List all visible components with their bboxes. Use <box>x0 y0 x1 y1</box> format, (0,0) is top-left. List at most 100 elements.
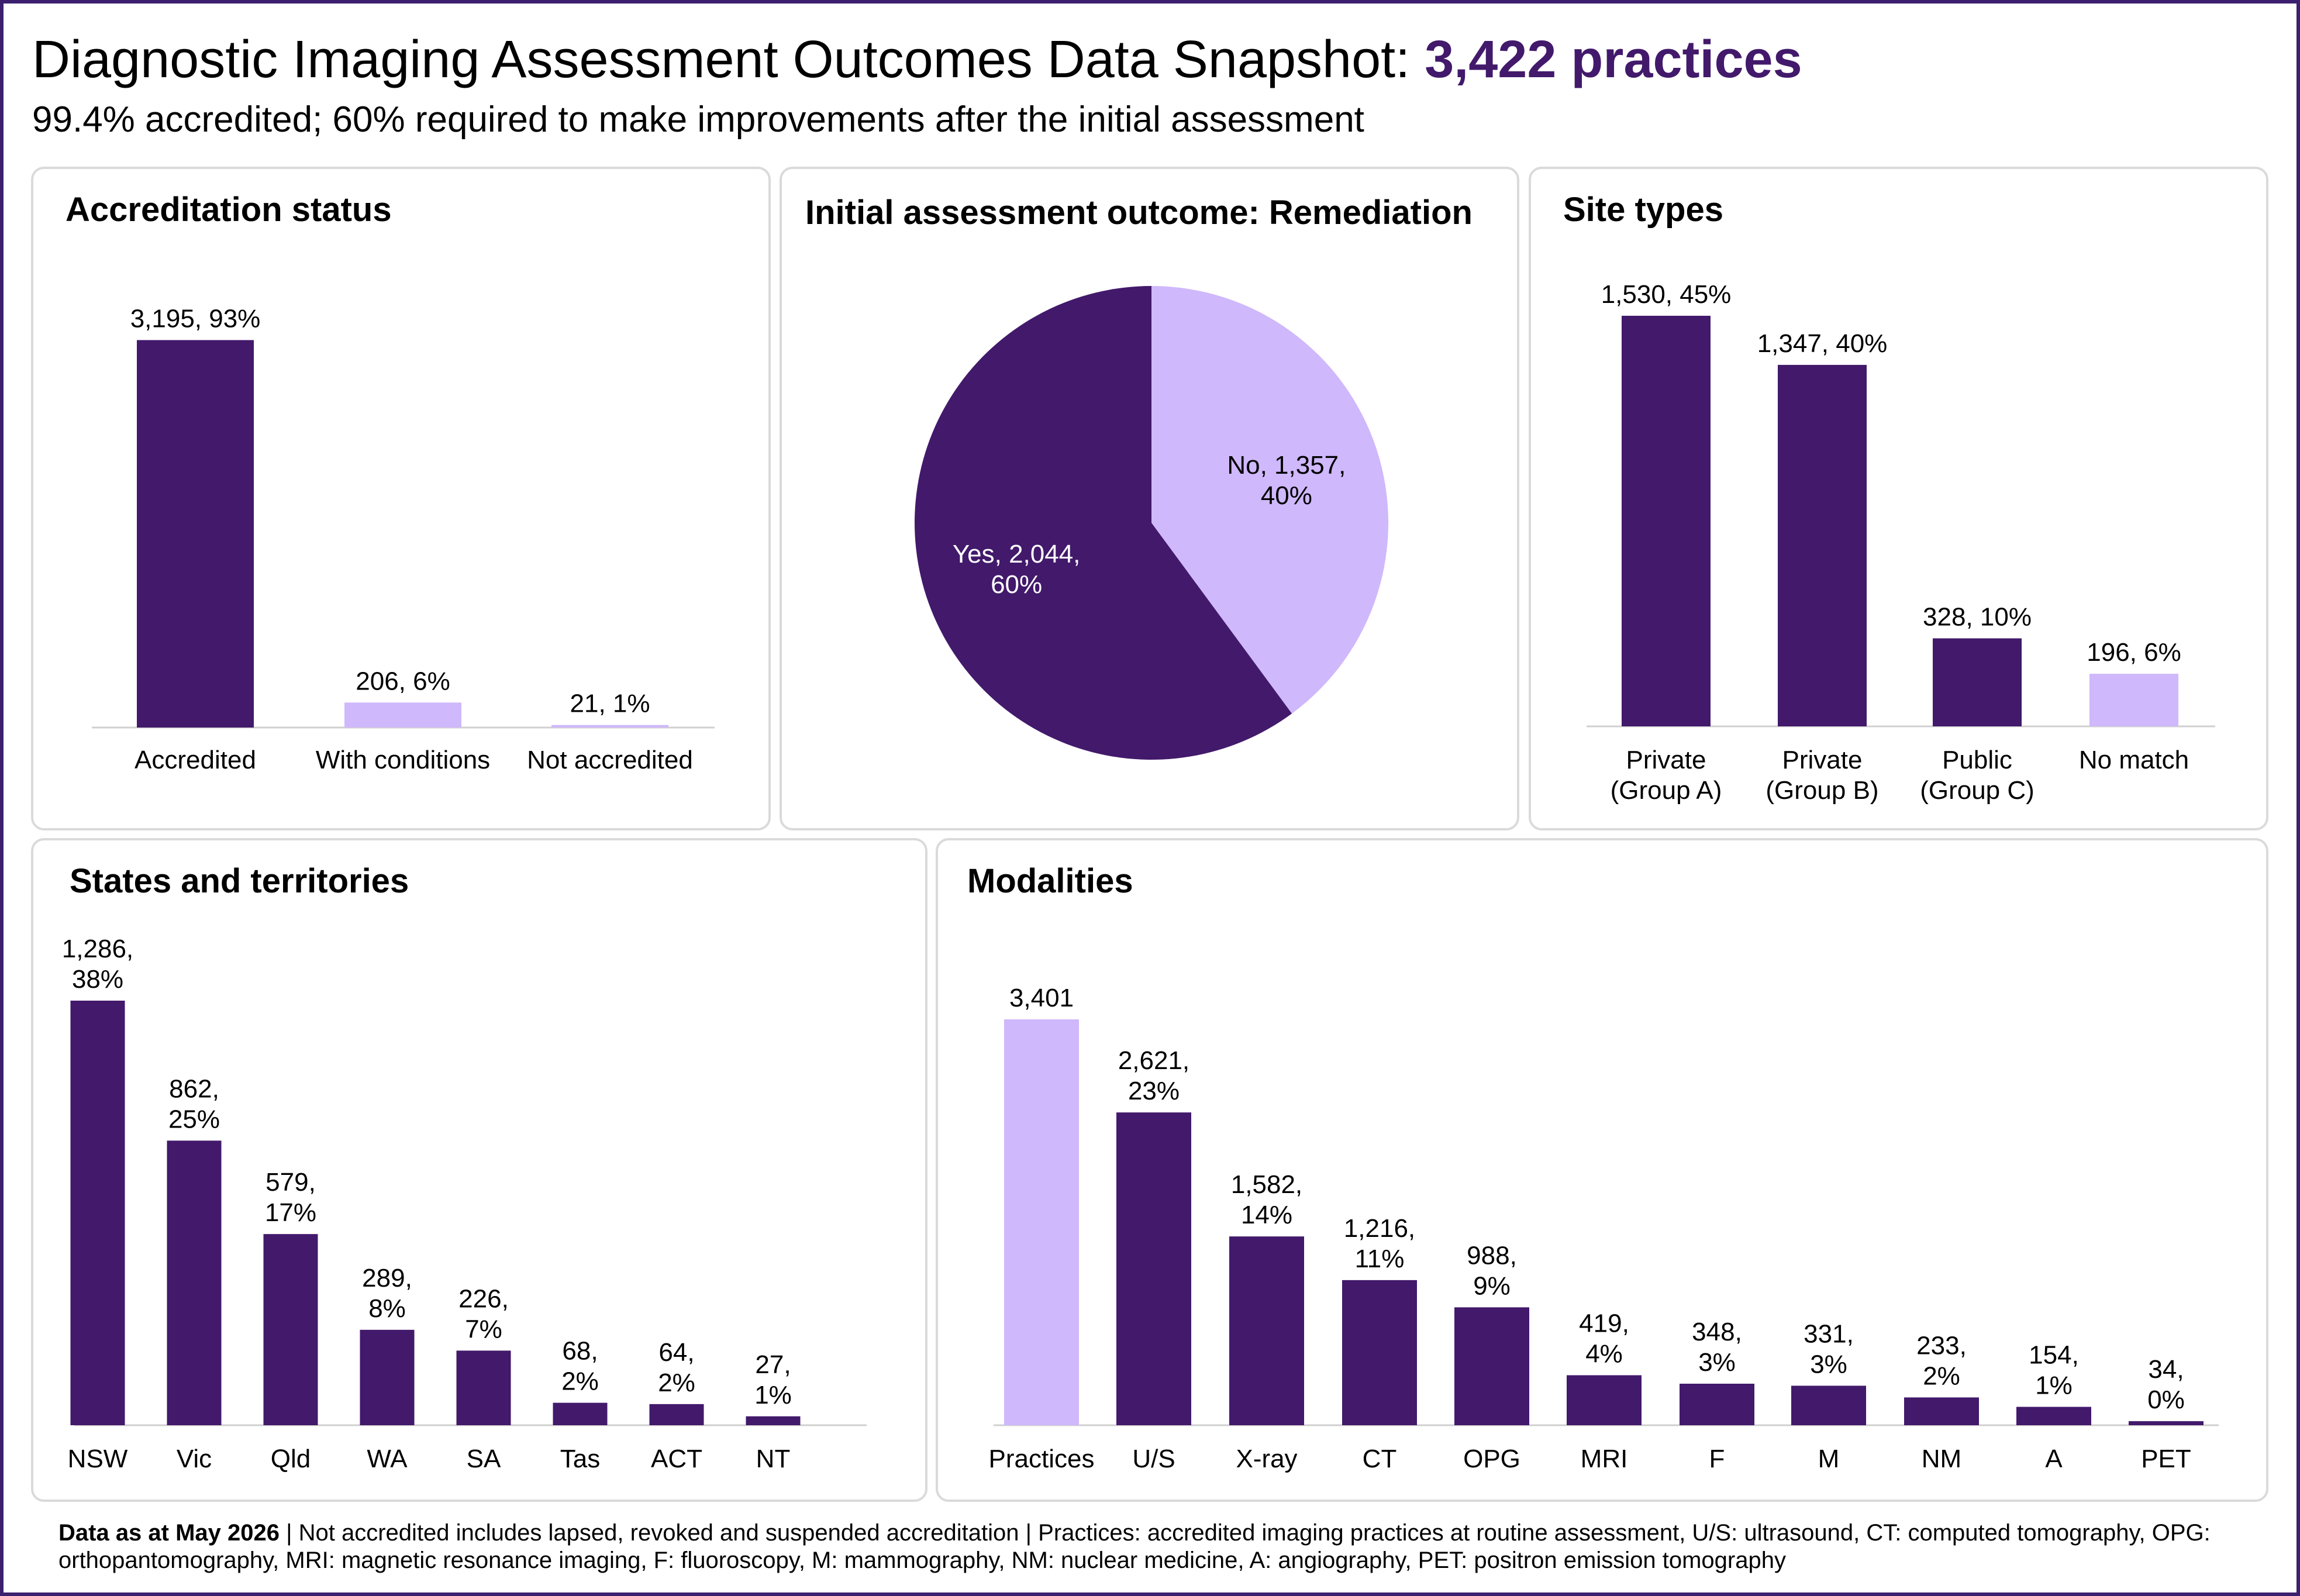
category-label: OPG <box>1463 1445 1520 1473</box>
data-label: 328, 10% <box>1923 602 2032 631</box>
bar <box>1778 364 1867 726</box>
bar <box>1933 638 2022 726</box>
data-label: 1,216, <box>1344 1214 1415 1243</box>
category-label: NM <box>1922 1445 1961 1473</box>
category-label: Public <box>1942 746 2012 774</box>
category-label: F <box>1709 1445 1725 1473</box>
category-label: ACT <box>651 1445 702 1473</box>
page-title: Diagnostic Imaging Assessment Outcomes D… <box>32 25 1802 95</box>
site-types-panel: Site types 1,530, 45% Private (Group A) 1,3… <box>1529 167 2268 830</box>
category-label: WA <box>367 1445 408 1473</box>
bar <box>360 1329 415 1425</box>
data-label: 23% <box>1128 1077 1180 1105</box>
data-label: 862, <box>169 1074 219 1103</box>
data-label: 2% <box>658 1369 695 1397</box>
panel-title-states: States and territories <box>70 862 409 900</box>
data-label: 988, <box>1467 1241 1517 1270</box>
bar <box>746 1416 801 1425</box>
data-label: 2,621, <box>1118 1046 1189 1075</box>
footer-date: Data as at May 2026 <box>58 1520 280 1546</box>
data-label: 14% <box>1241 1201 1292 1229</box>
data-label: 348, <box>1692 1318 1742 1346</box>
panel-title-accreditation: Accreditation status <box>65 191 392 229</box>
pie-label: Yes, 2,044, <box>953 540 1081 568</box>
category-label: (Group B) <box>1765 776 1878 805</box>
pie-label: 40% <box>1261 481 1312 510</box>
bar <box>649 1404 704 1425</box>
accreditation-status-panel: Accreditation status 3,195, 93% Accredite… <box>31 167 771 830</box>
panel-title-modalities: Modalities <box>967 862 1133 900</box>
bar <box>1116 1112 1191 1425</box>
category-label: Practices <box>989 1445 1095 1473</box>
category-label: A <box>2045 1445 2063 1473</box>
data-label: 2% <box>561 1367 599 1396</box>
pie-slice <box>1151 286 1388 714</box>
bar <box>263 1234 318 1425</box>
data-label: 3% <box>1698 1348 1736 1377</box>
bar <box>344 702 461 728</box>
data-label: 1% <box>754 1381 792 1409</box>
data-label: 1% <box>2035 1371 2073 1400</box>
footer-note: Data as at May 2026 | Not accredited inc… <box>58 1519 2257 1574</box>
category-label: U/S <box>1132 1445 1175 1473</box>
data-label: 2% <box>1923 1361 1960 1390</box>
site-types-bar-chart: 1,530, 45%Private(Group A)1,347, 40%Priv… <box>1587 280 2215 805</box>
data-label: 289, <box>362 1264 412 1292</box>
data-label: 9% <box>1473 1271 1511 1300</box>
data-label: 4% <box>1585 1340 1623 1369</box>
category-label: Qld <box>271 1445 311 1473</box>
bar <box>1342 1280 1417 1425</box>
panel-title-remediation: Initial assessment outcome: Remediation <box>805 194 1473 232</box>
data-label: 1,286, <box>62 935 133 963</box>
bar <box>1791 1385 1866 1425</box>
data-label: 34, <box>2148 1355 2184 1384</box>
category-label: Accredited <box>135 746 256 774</box>
pie-label: No, 1,357, <box>1227 451 1346 480</box>
data-label: 68, <box>562 1337 598 1366</box>
bar <box>1229 1236 1304 1425</box>
data-label: 233, <box>1916 1331 1967 1360</box>
category-label: With conditions <box>316 746 490 774</box>
category-label: SA <box>467 1445 501 1473</box>
bar <box>1004 1019 1079 1425</box>
data-label: 206, 6% <box>356 667 450 695</box>
modalities-panel: Modalities 3,401 Practices 2,621, 23% U/S 1,5… <box>936 838 2268 1502</box>
category-label: Private <box>1782 746 1863 774</box>
bar <box>553 1402 608 1425</box>
data-label: 21, 1% <box>570 690 650 718</box>
data-label: 331, <box>1804 1319 1854 1348</box>
bar <box>456 1350 511 1425</box>
bar <box>2129 1421 2204 1425</box>
data-label: 1,347, 40% <box>1757 329 1888 358</box>
data-label: 154, <box>2029 1341 2079 1370</box>
data-label: 3,195, 93% <box>130 305 261 333</box>
page-title-text: Diagnostic Imaging Assessment Outcomes D… <box>32 30 1411 89</box>
category-label: No match <box>2079 746 2189 774</box>
category-label: CT <box>1363 1445 1397 1473</box>
data-label: 579, <box>265 1168 316 1197</box>
bar <box>70 1001 125 1425</box>
data-label: 11% <box>1355 1245 1405 1273</box>
data-label: 3% <box>1810 1350 1847 1378</box>
page-title-highlight: 3,422 practices <box>1425 30 1802 89</box>
bar <box>137 340 254 728</box>
data-label: 25% <box>168 1105 220 1133</box>
panel-title-site-types: Site types <box>1563 191 1723 229</box>
data-label: 419, <box>1579 1309 1629 1338</box>
bar <box>1680 1383 1754 1425</box>
footer-text: | Not accredited includes lapsed, revoke… <box>58 1520 2211 1573</box>
bar <box>551 725 668 728</box>
data-label: 17% <box>265 1198 316 1227</box>
category-label: MRI <box>1581 1445 1628 1473</box>
category-label: (Group A) <box>1611 776 1722 805</box>
category-label: M <box>1818 1445 1840 1473</box>
data-label: 196, 6% <box>2087 638 2181 667</box>
bar <box>1622 315 1711 726</box>
bar <box>167 1140 222 1425</box>
data-label: 8% <box>368 1294 406 1323</box>
data-label: 0% <box>2147 1385 2185 1414</box>
data-label: 64, <box>658 1338 694 1367</box>
data-label: 1,530, 45% <box>1601 280 1732 309</box>
data-label: 7% <box>465 1315 502 1343</box>
